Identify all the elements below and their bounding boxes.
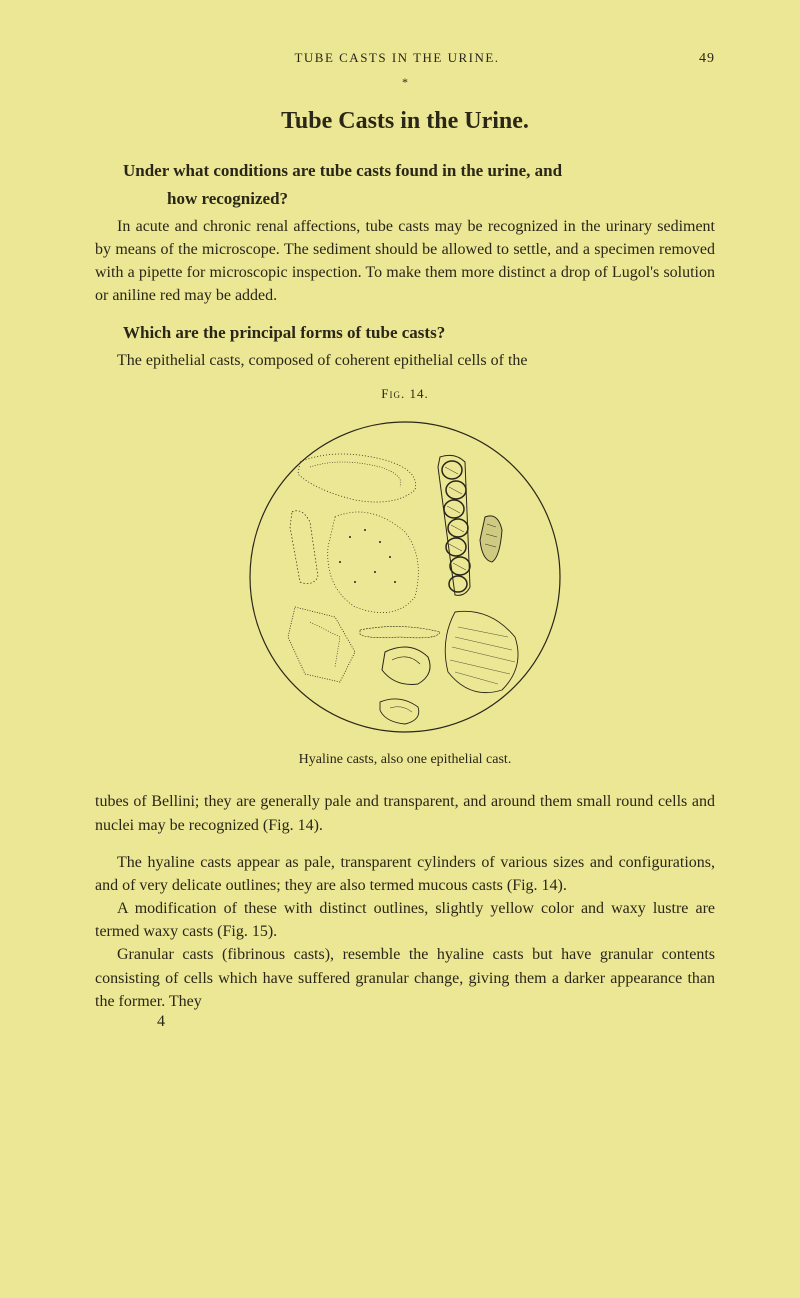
- epithelial-cast: [438, 456, 470, 596]
- header-mark: *: [95, 75, 715, 90]
- figure-label: Fig. 14.: [95, 386, 715, 402]
- question-1-line1: Under what conditions are tube casts fou…: [95, 159, 715, 183]
- paragraph-5: A modification of these with distinct ou…: [95, 897, 715, 943]
- paragraph-1: In acute and chronic renal affections, t…: [95, 215, 715, 308]
- question-1-line2: how recognized?: [167, 187, 715, 211]
- hyaline-casts-illustration: [240, 412, 570, 742]
- running-header: TUBE CASTS IN THE URINE.: [294, 50, 499, 66]
- page-number: 49: [699, 51, 715, 67]
- paragraph-6: Granular casts (fibrinous casts), resemb…: [95, 943, 715, 1013]
- paragraph-3: tubes of Bellini; they are generally pal…: [95, 790, 715, 836]
- paragraph-4: The hyaline casts appear as pale, transp…: [95, 851, 715, 897]
- paragraph-2: The epithelial casts, composed of cohere…: [95, 349, 715, 372]
- footer-number: 4: [157, 1013, 715, 1031]
- question-2: Which are the principal forms of tube ca…: [95, 321, 715, 345]
- figure-caption: Hyaline casts, also one epithelial cast.: [95, 752, 715, 768]
- page-title: Tube Casts in the Urine.: [95, 108, 715, 135]
- figure-container: [95, 412, 715, 742]
